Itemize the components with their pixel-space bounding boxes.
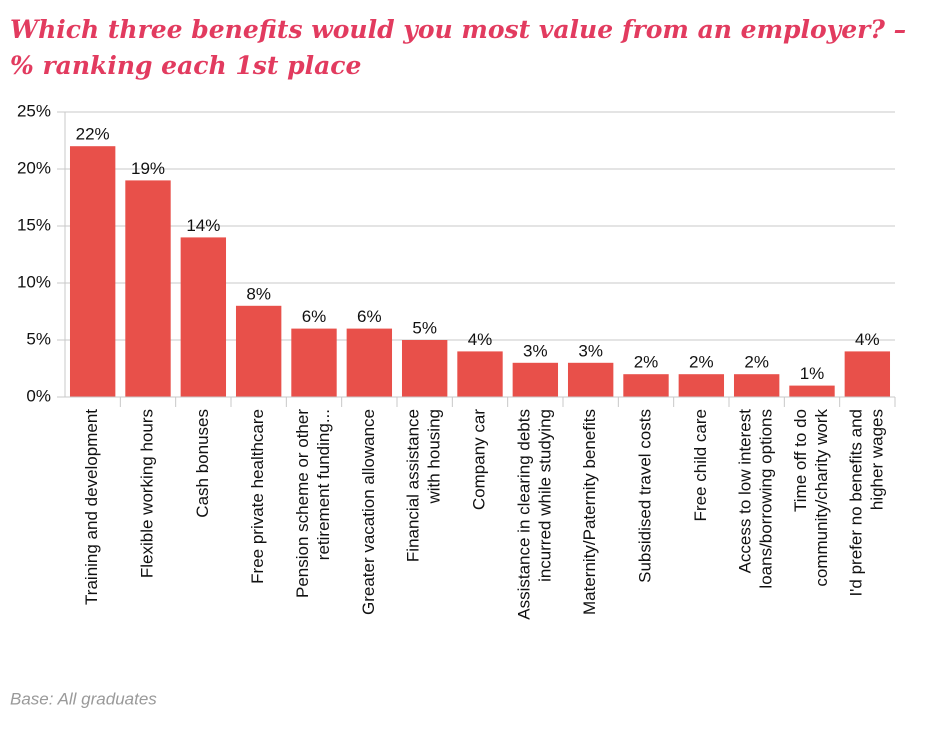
bar xyxy=(346,328,393,397)
data-label: 1% xyxy=(800,364,825,383)
x-tick-label: I'd prefer no benefits and xyxy=(846,409,865,597)
data-label: 3% xyxy=(578,341,603,360)
y-tick-label: 0% xyxy=(26,386,51,405)
x-tick-label: higher wages xyxy=(867,409,886,510)
data-label: 2% xyxy=(689,353,714,372)
bar xyxy=(678,374,725,397)
x-tick-label: Subsidised travel costs xyxy=(635,409,654,583)
data-label: 3% xyxy=(523,341,548,360)
x-tick-label: Free child care xyxy=(691,409,710,521)
x-tick-label: Time off to do xyxy=(791,409,810,512)
y-tick-label: 10% xyxy=(17,272,51,291)
data-label: 22% xyxy=(76,125,110,144)
bar xyxy=(291,328,337,397)
data-label: 2% xyxy=(744,353,769,372)
x-tick-label: incurred while studying xyxy=(535,409,554,582)
data-label: 19% xyxy=(131,159,165,178)
data-label: 2% xyxy=(634,353,659,372)
note: Base: All graduates xyxy=(10,689,157,708)
x-tick-label: retirement funding... xyxy=(314,409,333,560)
bar xyxy=(401,340,448,397)
x-tick-label: Company car xyxy=(469,409,488,510)
x-tick-label: community/charity work xyxy=(812,409,831,587)
y-tick-label: 20% xyxy=(17,158,51,177)
bar xyxy=(512,362,559,397)
chart-title: % ranking each 1st place xyxy=(10,51,361,80)
x-tick-label: with housing xyxy=(425,409,444,505)
data-label: 4% xyxy=(855,330,880,349)
bar xyxy=(623,374,669,397)
data-label: 5% xyxy=(412,318,437,337)
x-tick-label: Cash bonuses xyxy=(193,409,212,518)
bar xyxy=(457,351,503,397)
x-tick-label: Maternity/Paternity benefits xyxy=(580,409,599,615)
y-tick-label: 15% xyxy=(17,215,51,234)
bar xyxy=(125,180,171,397)
x-tick-label: Pension scheme or other xyxy=(293,409,312,598)
data-label: 6% xyxy=(302,307,327,326)
y-tick-label: 5% xyxy=(26,329,51,348)
bar xyxy=(733,374,780,397)
bar xyxy=(180,237,227,397)
bar xyxy=(69,146,116,397)
bar xyxy=(789,385,835,397)
bar xyxy=(844,351,891,397)
data-label: 8% xyxy=(246,284,271,303)
x-tick-label: Assistance in clearing debts xyxy=(514,409,533,620)
x-tick-label: loans/borrowing options xyxy=(757,409,776,589)
y-tick-label: 25% xyxy=(17,101,51,120)
x-tick-label: Greater vacation allowance xyxy=(359,409,378,615)
bar xyxy=(235,305,282,397)
x-tick-label: Flexible working hours xyxy=(137,409,156,578)
data-label: 6% xyxy=(357,307,382,326)
x-tick-label: Access to low interest xyxy=(736,409,755,574)
x-tick-label: Financial assistance xyxy=(404,409,423,562)
x-tick-label: Free private healthcare xyxy=(248,409,267,584)
x-tick-label: Training and development xyxy=(82,409,101,605)
chart-title: Which three benefits would you most valu… xyxy=(10,15,906,44)
bar xyxy=(567,362,614,397)
data-label: 4% xyxy=(468,330,493,349)
data-label: 14% xyxy=(186,216,220,235)
